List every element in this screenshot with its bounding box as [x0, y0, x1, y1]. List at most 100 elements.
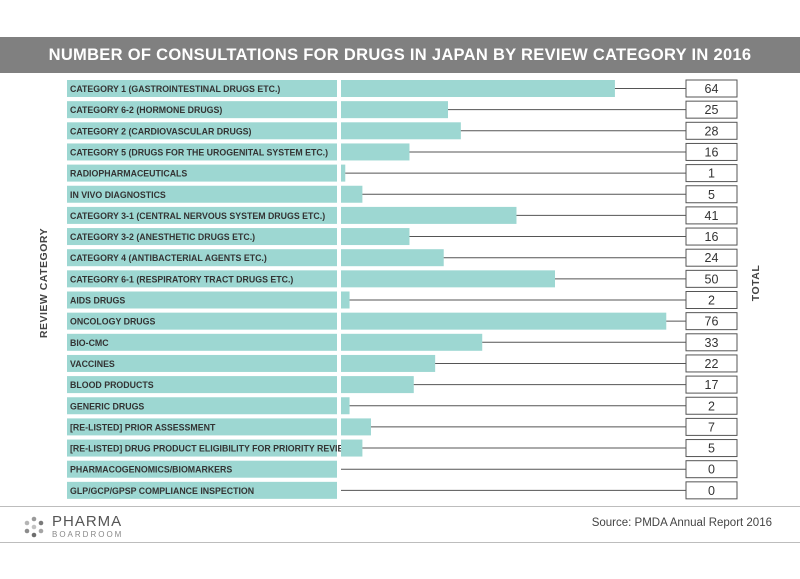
category-label-band [67, 460, 337, 478]
category-label: BIO-CMC [70, 338, 109, 348]
category-label: GLP/GCP/GPSP COMPLIANCE INSPECTION [70, 486, 254, 496]
value-box [685, 206, 738, 225]
value-box [685, 439, 738, 458]
value-box [685, 142, 738, 161]
category-label: CATEGORY 3-2 (ANESTHETIC DRUGS ETC.) [70, 232, 255, 242]
value-bar [341, 80, 615, 97]
category-label: PHARMACOGENOMICS/BIOMARKERS [70, 465, 232, 475]
value-label: 1 [708, 167, 715, 181]
value-label: 64 [705, 82, 719, 96]
value-bar [341, 164, 346, 182]
value-bar [341, 291, 350, 309]
category-label-band [67, 143, 337, 161]
value-box [685, 417, 738, 436]
category-label-band [67, 481, 337, 499]
category-label: CATEGORY 1 (GASTROINTESTINAL DRUGS ETC.) [70, 84, 280, 94]
category-label: CATEGORY 6-1 (RESPIRATORY TRACT DRUGS ET… [70, 274, 293, 284]
logo-dots-icon [24, 516, 44, 537]
value-label: 33 [705, 336, 719, 350]
value-box [685, 164, 738, 183]
category-label-band [67, 185, 337, 203]
value-label: 76 [705, 315, 719, 329]
category-label: VACCINES [70, 359, 115, 369]
category-label-band [67, 439, 337, 457]
category-label: IN VIVO DIAGNOSTICS [70, 190, 166, 200]
category-label: CATEGORY 2 (CARDIOVASCULAR DRUGS) [70, 126, 252, 136]
value-bar [341, 122, 461, 140]
value-box [685, 396, 738, 415]
value-bar [341, 439, 363, 457]
value-bar [341, 143, 410, 161]
category-label: [RE-LISTED] DRUG PRODUCT ELIGIBILITY FOR… [70, 444, 352, 454]
value-label: 5 [708, 442, 715, 456]
category-label: [RE-LISTED] PRIOR ASSESSMENT [70, 422, 216, 432]
value-box [685, 100, 738, 119]
value-label: 22 [705, 357, 719, 371]
source-note: Source: PMDA Annual Report 2016 [591, 517, 772, 529]
value-bar [341, 228, 410, 246]
value-bar [341, 206, 517, 224]
value-box [685, 291, 738, 309]
value-label: 25 [705, 103, 719, 117]
value-bar [341, 312, 667, 330]
category-label: CATEGORY 3-1 (CENTRAL NERVOUS SYSTEM DRU… [70, 211, 325, 221]
pharma-boardroom-logo: PHARMA BOARDROOM [22, 514, 123, 539]
value-label: 41 [705, 209, 719, 223]
category-label-band [67, 397, 337, 415]
category-label: CATEGORY 5 (DRUGS FOR THE UROGENITAL SYS… [70, 147, 328, 157]
category-label: RADIOPHARMACEUTICALS [70, 169, 187, 179]
value-label: 28 [705, 124, 719, 138]
value-box [685, 333, 738, 352]
value-box [685, 79, 738, 98]
value-box [685, 312, 738, 331]
category-label: CATEGORY 6-2 (HORMONE DRUGS) [70, 105, 222, 115]
category-label-band [67, 333, 337, 351]
value-box [685, 269, 738, 288]
value-label: 0 [708, 463, 715, 477]
value-box [685, 375, 738, 394]
value-label: 2 [708, 294, 715, 308]
category-label: BLOOD PRODUCTS [70, 380, 154, 390]
chart-title: NUMBER OF CONSULTATIONS FOR DRUGS IN JAP… [0, 37, 800, 73]
value-box [685, 248, 738, 267]
category-label-band [67, 418, 337, 436]
category-label-band [67, 101, 337, 119]
value-box [685, 481, 738, 500]
value-label: 5 [708, 188, 715, 202]
category-label-band [67, 249, 337, 267]
logo-text-pharma: PHARMA [52, 513, 123, 530]
value-bar [341, 185, 363, 203]
value-label: 50 [705, 272, 719, 286]
category-label-band [67, 206, 337, 224]
value-bar [341, 249, 444, 267]
category-label-band [67, 354, 337, 372]
value-label: 17 [705, 378, 719, 392]
footer-divider-bottom [0, 542, 800, 543]
value-box [685, 354, 738, 373]
value-box [685, 121, 738, 140]
value-bar [341, 101, 448, 119]
value-label: 2 [708, 399, 715, 413]
category-label: GENERIC DRUGS [70, 401, 144, 411]
value-bar [341, 270, 555, 288]
category-label-band [67, 376, 337, 394]
value-bar [341, 418, 371, 436]
category-label: CATEGORY 4 (ANTIBACTERIAL AGENTS ETC.) [70, 253, 267, 263]
value-bar [341, 333, 483, 351]
category-label-band [67, 291, 337, 309]
value-box [685, 185, 738, 204]
category-label: AIDS DRUGS [70, 296, 125, 306]
value-bar [341, 397, 350, 415]
category-label-band [67, 122, 337, 140]
value-box [685, 460, 738, 479]
footer-divider [0, 506, 800, 507]
value-box [685, 227, 738, 246]
category-label-band [67, 80, 337, 97]
value-bar [341, 376, 414, 394]
value-bar [341, 354, 436, 372]
value-label: 0 [708, 484, 715, 498]
value-label: 7 [708, 420, 715, 434]
category-label-band [67, 164, 337, 182]
value-label: 24 [705, 251, 719, 265]
